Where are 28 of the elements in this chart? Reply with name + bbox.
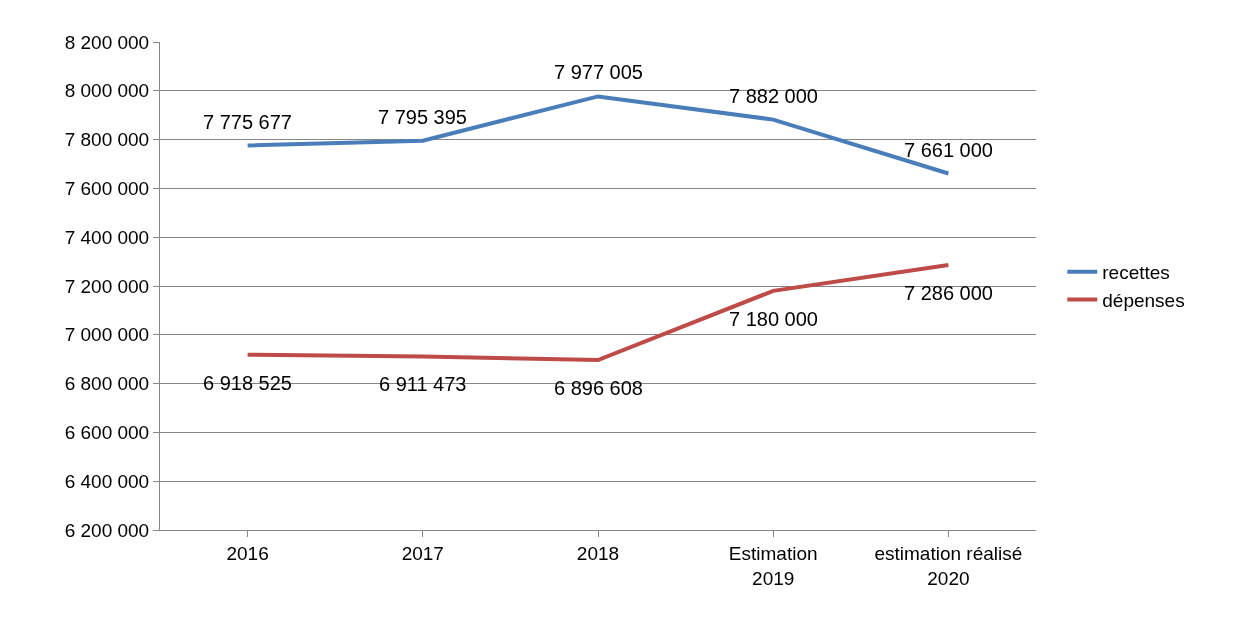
y-tick-label: 8 200 000 <box>64 31 150 53</box>
y-tick-label: 7 000 000 <box>64 324 150 346</box>
y-tick-label: 7 200 000 <box>64 275 150 297</box>
data-label: 7 775 677 <box>203 111 292 133</box>
y-tick-label: 7 800 000 <box>64 129 150 151</box>
data-label: 7 977 005 <box>554 61 643 83</box>
data-label: 6 911 473 <box>379 373 467 395</box>
y-tick-label: 6 600 000 <box>64 422 150 444</box>
y-tick-label: 6 200 000 <box>64 519 150 541</box>
data-label: 7 286 000 <box>904 282 993 304</box>
x-tick-label: estimation réalisé 2020 <box>874 542 1023 589</box>
data-label: 7 882 000 <box>729 85 818 107</box>
data-label: 7 180 000 <box>729 308 818 330</box>
y-tick-label: 6 800 000 <box>64 373 150 395</box>
x-tick-label: 2018 <box>576 542 620 564</box>
x-tick-label: 2017 <box>401 542 444 564</box>
data-label: 7 661 000 <box>904 139 993 161</box>
y-tick-label: 8 000 000 <box>64 80 150 102</box>
y-tick-label: 7 400 000 <box>64 226 150 248</box>
data-label: 6 918 525 <box>203 372 292 394</box>
legend-label: recettes <box>1102 262 1170 284</box>
y-tick-label: 6 400 000 <box>64 470 150 492</box>
x-tick-label: 2016 <box>226 542 269 564</box>
data-label: 7 795 395 <box>378 106 467 128</box>
x-tick-label: Estimation 2019 <box>728 542 818 589</box>
data-label: 6 896 608 <box>554 377 643 399</box>
legend-label: dépenses <box>1102 289 1185 311</box>
y-tick-label: 7 600 000 <box>64 178 150 200</box>
